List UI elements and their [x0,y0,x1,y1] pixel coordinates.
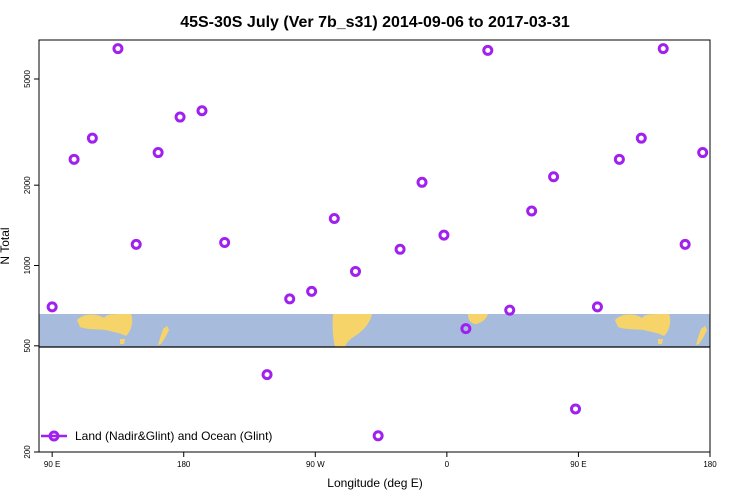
data-point [570,403,582,415]
tasmania [120,339,125,344]
legend-marker [48,430,60,442]
x-tick-label: 180 [703,460,717,469]
data-point [86,132,98,144]
data-point [591,301,603,313]
x-axis: 90 E 180 90 W 0 90 E 180 [44,452,717,469]
australia-landmass [615,314,671,336]
x-tick-label: 90 E [44,460,60,469]
data-point [679,238,691,250]
data-point [548,171,560,183]
x-tick-label: 180 [177,460,191,469]
y-tick-label: 5000 [23,70,32,88]
data-point [613,153,625,165]
data-point [284,293,296,305]
data-point [196,105,208,117]
data-point [697,147,709,159]
new-zealand [696,326,707,345]
chart-title: 45S-30S July (Ver 7b_s31) 2014-09-06 to … [180,14,570,31]
tasmania [658,339,663,344]
x-tick-label: 0 [445,460,450,469]
data-points [46,43,709,442]
y-axis: 200 500 1000 2000 5000 [23,70,39,459]
data-point [68,153,80,165]
x-tick-label: 90 W [306,460,325,469]
world-map-band [39,314,710,347]
data-point [526,205,538,217]
legend: Land (Nadir&Glint) and Ocean (Glint) [41,429,272,443]
data-point [372,430,384,442]
data-point [394,243,406,255]
x-tick-label: 90 E [570,460,586,469]
data-point [504,304,516,316]
new-zealand [158,326,169,345]
data-point [152,147,164,159]
data-point [349,265,361,277]
australia-landmass [77,314,133,336]
y-axis-label: N Total [0,227,12,264]
data-point [657,43,669,55]
data-point [261,369,273,381]
x-axis-label: Longitude (deg E) [327,476,422,490]
data-point [460,323,472,335]
data-point [438,229,450,241]
africa-landmass [468,314,488,324]
data-point [635,132,647,144]
plot-frame [38,39,711,453]
data-point [219,236,231,248]
y-tick-label: 1000 [23,256,32,274]
data-point [306,285,318,297]
south-america-landmass [332,314,372,347]
y-tick-label: 200 [23,445,32,459]
data-point [328,213,340,225]
legend-label: Land (Nadir&Glint) and Ocean (Glint) [75,429,272,443]
data-point [482,44,494,56]
y-tick-label: 2000 [23,176,32,194]
y-tick-label: 500 [23,339,32,353]
data-point [130,238,142,250]
data-point [112,43,124,55]
data-point [46,301,58,313]
data-point [416,176,428,188]
data-point [174,111,186,123]
